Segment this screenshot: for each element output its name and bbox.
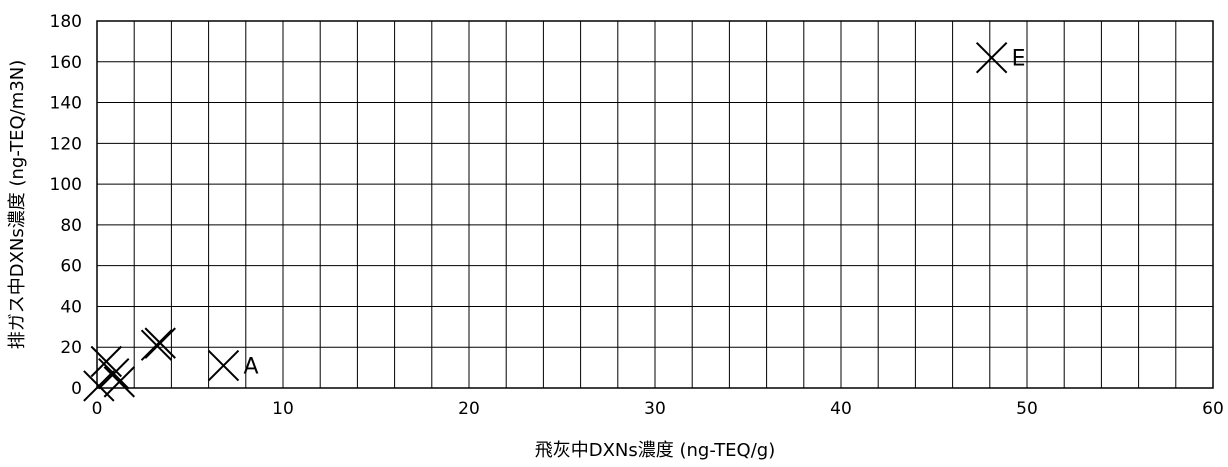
data-point [98,358,130,390]
y-tick-label: 20 [60,338,82,358]
data-point [140,329,173,361]
x-tick-label: 50 [1016,399,1038,419]
point-label: E [1012,47,1026,72]
y-tick-label: 180 [50,12,82,32]
plot-area-frame [96,20,1214,389]
x-tick-label: 60 [1202,399,1224,419]
y-tick-label: 0 [71,379,82,399]
point-label: A [243,355,258,380]
x-tick-label: 40 [830,399,852,419]
data-point [207,349,240,382]
grid [97,21,1213,388]
y-tick-label: 100 [50,175,82,195]
data-point [975,41,1008,74]
y-axis-ticks: 0 20 40 60 80 100 120 140 160 180 [50,12,82,399]
y-axis-label: 排ガス中DXNs濃度 (ng-TEQ/m3N) [7,60,28,350]
x-tick-label: 0 [92,399,103,419]
y-tick-label: 80 [60,216,82,236]
y-tick-label: 60 [60,257,82,277]
data-point [144,327,176,359]
data-point [103,366,136,398]
x-tick-label: 10 [272,399,294,419]
x-axis-ticks: 0 10 20 30 40 50 60 [92,399,1224,419]
data-point [83,370,115,402]
x-axis-label: 飛灰中DXNs濃度 (ng-TEQ/g) [535,440,776,461]
y-tick-label: 40 [60,297,82,317]
y-tick-label: 160 [50,53,82,73]
x-tick-label: 30 [644,399,666,419]
data-points: AE [83,41,1026,402]
x-tick-label: 20 [458,399,480,419]
y-tick-label: 120 [50,134,82,154]
y-tick-label: 140 [50,94,82,114]
